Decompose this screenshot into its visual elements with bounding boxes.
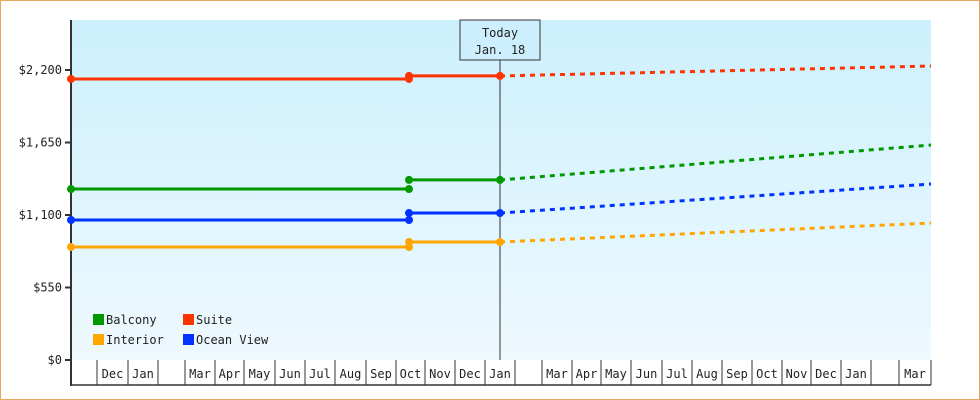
data-point[interactable] [67, 216, 75, 225]
x-tick-label: Jul [666, 367, 688, 381]
series-ocean-view [67, 182, 932, 225]
data-point[interactable] [405, 185, 413, 194]
legend: Balcony Suite Interior Ocean View [93, 313, 269, 347]
legend-swatch [93, 314, 104, 325]
data-point[interactable] [405, 238, 413, 247]
legend-item-suite[interactable]: Suite [183, 313, 232, 327]
y-axis: $0 $550 $1,100 $1,650 $2,200 [19, 20, 72, 386]
x-tick-label: Aug [696, 367, 718, 381]
x-tick-label: Oct [400, 367, 422, 381]
x-tick-label: Sep [370, 367, 392, 381]
data-point[interactable] [496, 238, 504, 247]
x-axis: Dec Jan Mar Apr May Jun Jul Aug Sep Oct Nov Dec Jan M… [71, 360, 932, 386]
x-tick-label: Oct [756, 367, 778, 381]
x-tick-label: May [605, 367, 627, 381]
data-point[interactable] [405, 209, 413, 218]
x-tick-label: Nov [786, 367, 808, 381]
legend-item-interior[interactable]: Interior [93, 333, 164, 347]
x-tick-label: Mar [189, 367, 211, 381]
x-tick-label: Jun [636, 367, 658, 381]
data-point[interactable] [496, 209, 504, 218]
x-tick-label: Mar [904, 367, 926, 381]
x-tick-label: Apr [219, 367, 241, 381]
y-tick-label: $2,200 [19, 63, 62, 77]
data-point[interactable] [405, 71, 413, 80]
data-point[interactable] [405, 175, 413, 184]
legend-item-ocean-view[interactable]: Ocean View [183, 333, 269, 347]
series-lines [67, 64, 932, 252]
legend-item-balcony[interactable]: Balcony [93, 313, 157, 327]
data-point[interactable] [67, 185, 75, 194]
x-tick-label: Jan [489, 367, 511, 381]
legend-label: Ocean View [196, 333, 269, 347]
x-tick-label: Jan [845, 367, 867, 381]
data-point[interactable] [405, 216, 413, 225]
x-tick-label: Mar [546, 367, 568, 381]
data-point[interactable] [496, 175, 504, 184]
x-tick-label: Apr [576, 367, 598, 381]
today-label: Today [482, 26, 518, 40]
legend-label: Suite [196, 313, 232, 327]
data-point[interactable] [496, 71, 504, 80]
legend-swatch [183, 334, 194, 345]
data-point[interactable] [67, 74, 75, 83]
y-tick-label: $0 [48, 353, 62, 367]
x-tick-label: Aug [340, 367, 362, 381]
data-point[interactable] [67, 243, 75, 252]
x-tick-label: Nov [429, 367, 451, 381]
y-tick-label: $1,100 [19, 208, 62, 222]
x-tick-label: May [249, 367, 271, 381]
x-tick-label: Dec [102, 367, 124, 381]
y-tick-label: $1,650 [19, 136, 62, 150]
today-marker: Today Jan. 18 [459, 19, 541, 360]
x-tick-label: Jul [309, 367, 331, 381]
x-tick-label: Sep [726, 367, 748, 381]
legend-swatch [93, 334, 104, 345]
x-tick-label: Jun [279, 367, 301, 381]
x-tick-label: Dec [815, 367, 837, 381]
legend-label: Interior [106, 333, 164, 347]
legend-label: Balcony [106, 313, 157, 327]
series-suite [67, 64, 932, 83]
today-date: Jan. 18 [475, 43, 526, 57]
series-interior [67, 221, 932, 252]
x-tick-label: Jan [132, 367, 154, 381]
legend-swatch [183, 314, 194, 325]
x-tick-label: Dec [459, 367, 481, 381]
y-tick-label: $550 [33, 281, 62, 295]
series-balcony [67, 143, 932, 194]
